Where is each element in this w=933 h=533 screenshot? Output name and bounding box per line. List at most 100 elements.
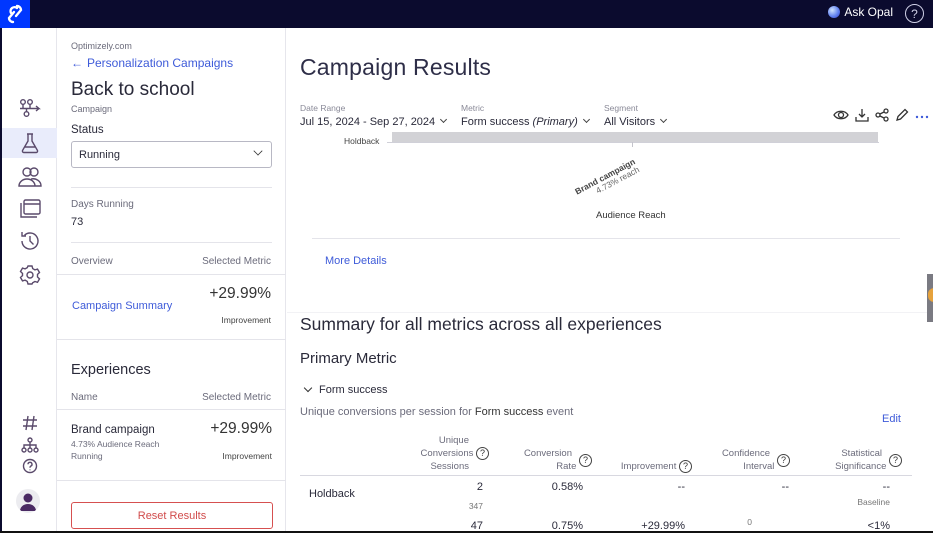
metric-description-event: Form success [474, 406, 544, 418]
flask-icon [21, 133, 38, 154]
experience-bar-label: Brand campaign 4.73% reach [571, 156, 641, 206]
campaign-summary-caption: Improvement [221, 315, 271, 325]
row-significance: -- [882, 481, 890, 493]
reset-results-button[interactable]: Reset Results [71, 502, 273, 529]
chevron-down-icon [440, 115, 448, 124]
windows-icon [19, 199, 41, 218]
campaign-summary-link[interactable]: Campaign Summary [72, 300, 173, 312]
back-link[interactable]: ← Personalization Campaigns [71, 56, 233, 70]
row-improvement: -- [677, 481, 685, 493]
ask-opal-button[interactable]: Ask Opal [828, 5, 893, 19]
date-range-filter[interactable]: Date Range Jul 15, 2024 - Sep 27, 2024 [300, 103, 448, 128]
row-improvement: +29.99% [641, 520, 685, 532]
hierarchy-icon [20, 437, 39, 453]
experience-status: Running [71, 451, 103, 461]
metric-label: Metric [461, 103, 485, 113]
metric-value: Form success [461, 116, 530, 128]
divider [57, 480, 286, 481]
header-text: Interval [743, 461, 775, 473]
question-circle-icon[interactable]: ? [777, 454, 790, 467]
side-panel-handle[interactable] [927, 274, 933, 322]
metric-collapse-toggle[interactable]: Form success [303, 383, 387, 396]
rail-item-settings[interactable] [2, 260, 57, 290]
experience-item[interactable]: Brand campaign 4.73% Audience Reach Runn… [57, 410, 286, 480]
question-circle-icon[interactable]: ? [476, 447, 489, 460]
back-link-label: Personalization Campaigns [87, 56, 234, 70]
rail-item-help[interactable] [2, 451, 57, 481]
flow-icon [19, 99, 41, 117]
rail-item-hash[interactable] [2, 408, 57, 438]
window-edge [0, 28, 2, 533]
campaign-summary-value: +29.99% [209, 285, 271, 302]
metric-filter[interactable]: Metric Form success (Primary) [461, 103, 590, 128]
experience-value: +29.99% [210, 420, 272, 437]
status-label: Status [71, 124, 104, 136]
row-rate: 0.75% [551, 520, 583, 532]
experiences-name-col: Name [71, 392, 98, 403]
col-header-improvement: Improvement ? [597, 460, 692, 473]
rail-item-flow[interactable] [2, 93, 57, 123]
col-header-rate: Conversion Rate ? [507, 447, 592, 473]
results-toolbar [833, 108, 929, 122]
row-significance: <1% [867, 520, 890, 532]
optimizely-logo-icon[interactable] [0, 0, 30, 28]
question-circle-icon[interactable]: ? [679, 460, 692, 473]
axis-line [387, 142, 879, 143]
rail-item-history[interactable] [2, 226, 57, 256]
segment-filter[interactable]: Segment All Visitors [604, 103, 668, 128]
rail-item-pages[interactable] [2, 194, 57, 224]
date-range-value: Jul 15, 2024 - Sep 27, 2024 [300, 116, 436, 128]
question-circle-icon[interactable]: ? [889, 454, 902, 467]
download-icon[interactable] [855, 108, 869, 122]
eye-icon[interactable] [833, 108, 849, 122]
opal-icon [828, 6, 841, 18]
experience-caption: Improvement [222, 451, 272, 461]
row-ci: -- [781, 481, 789, 493]
row-conversions: 2 [476, 481, 483, 493]
selected-metric-label: Selected Metric [202, 256, 271, 267]
question-circle-icon[interactable]: ? [579, 454, 592, 467]
campaign-title: Back to school [71, 79, 195, 100]
metric-description-prefix: Unique conversions per session for [300, 406, 475, 418]
metric-description-suffix: event [543, 406, 574, 418]
chevron-down-icon [303, 383, 313, 393]
axis-tick [632, 142, 633, 147]
divider [312, 238, 900, 239]
chevron-down-icon [660, 115, 668, 124]
rail-item-hierarchy[interactable] [2, 430, 57, 460]
rail-item-audiences[interactable] [2, 162, 57, 192]
avatar[interactable] [16, 489, 40, 513]
row-ci: 0 [747, 517, 752, 527]
more-icon[interactable] [915, 108, 929, 122]
more-details-link[interactable]: More Details [325, 255, 387, 267]
header-text: Significance [835, 461, 887, 473]
pencil-icon[interactable] [895, 108, 909, 122]
divider [287, 312, 933, 313]
status-select[interactable]: Running [71, 141, 272, 168]
header-text: Statistical [841, 448, 882, 459]
divider [57, 409, 286, 410]
header-text: Conversions [420, 448, 474, 460]
experiences-heading: Experiences [71, 362, 151, 378]
col-header-conversions: Unique Conversions ? Sessions [399, 434, 489, 473]
share-icon[interactable] [875, 108, 889, 122]
axis-title: Audience Reach [596, 210, 666, 221]
header-text: Sessions [430, 461, 469, 473]
rail-item-experiments[interactable] [2, 128, 57, 158]
edit-link[interactable]: Edit [882, 413, 901, 425]
window-edge [0, 531, 933, 533]
date-range-label: Date Range [300, 103, 346, 113]
chevron-down-icon [582, 115, 590, 124]
overview-label: Overview [71, 256, 113, 267]
row-name: Holdback [309, 488, 355, 500]
row-sessions: 347 [468, 501, 483, 511]
days-running-value: 73 [71, 216, 84, 228]
site-name: Optimizely.com [71, 41, 132, 51]
campaign-type: Campaign [71, 104, 113, 114]
segment-value: All Visitors [604, 116, 656, 128]
divider [57, 274, 286, 275]
page-title: Campaign Results [300, 54, 492, 80]
campaign-sidebar: Optimizely.com ← Personalization Campaign… [57, 28, 286, 533]
question-circle-icon[interactable]: ? [905, 4, 924, 23]
row-conversions: 47 [470, 520, 483, 532]
